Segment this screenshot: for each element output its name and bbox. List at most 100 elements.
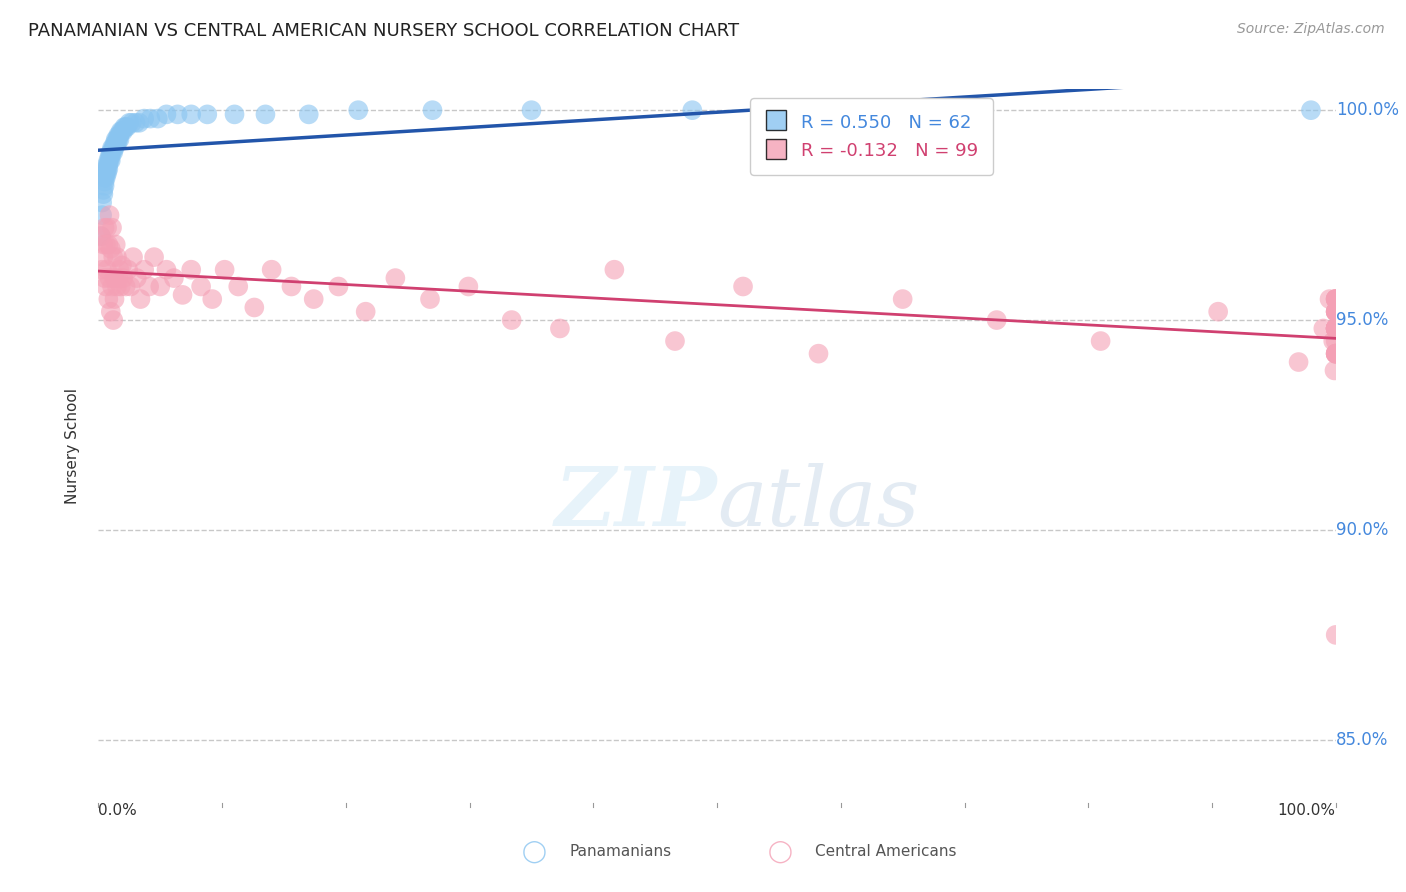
- Point: [96, 220, 118, 235]
- Legend: R = 0.550   N = 62, R = -0.132   N = 99: R = 0.550 N = 62, R = -0.132 N = 99: [751, 98, 993, 175]
- Text: atlas: atlas: [717, 463, 920, 543]
- Point: [254, 107, 277, 121]
- Point: [90, 229, 112, 244]
- Point: [108, 128, 131, 143]
- Point: [100, 242, 122, 256]
- Point: [214, 262, 236, 277]
- Point: [94, 161, 117, 176]
- Text: Source: ZipAtlas.com: Source: ZipAtlas.com: [1237, 22, 1385, 37]
- Point: [1324, 292, 1347, 306]
- Point: [90, 229, 112, 244]
- Point: [163, 271, 186, 285]
- Point: [93, 187, 115, 202]
- Point: [195, 107, 218, 121]
- Point: [98, 153, 121, 168]
- Point: [1324, 321, 1347, 335]
- Point: [1324, 304, 1347, 318]
- Point: [103, 145, 125, 160]
- Point: [96, 161, 118, 176]
- Point: [1319, 292, 1341, 306]
- Point: [101, 145, 124, 160]
- Point: [1324, 292, 1347, 306]
- Point: [93, 183, 115, 197]
- Point: [108, 262, 131, 277]
- Point: [103, 250, 125, 264]
- Point: [681, 103, 703, 118]
- Point: [103, 292, 125, 306]
- Point: [97, 237, 120, 252]
- Point: [1288, 355, 1310, 369]
- Point: [1324, 321, 1347, 335]
- Point: [101, 141, 124, 155]
- Text: Panamanians: Panamanians: [569, 845, 672, 859]
- Point: [105, 136, 128, 151]
- Text: 100.0%: 100.0%: [1278, 803, 1336, 818]
- Point: [1324, 304, 1347, 318]
- Point: [1299, 103, 1322, 118]
- Point: [143, 250, 166, 264]
- Point: [1324, 304, 1347, 318]
- Text: 90.0%: 90.0%: [1336, 521, 1388, 539]
- Point: [1090, 334, 1112, 348]
- Point: [457, 279, 479, 293]
- Point: [120, 279, 142, 293]
- Point: [1324, 628, 1347, 642]
- Point: [111, 259, 134, 273]
- Text: 85.0%: 85.0%: [1336, 731, 1388, 749]
- Point: [328, 279, 350, 293]
- Point: [1324, 334, 1347, 348]
- Point: [891, 292, 914, 306]
- Point: [104, 237, 127, 252]
- Point: [100, 153, 122, 168]
- Y-axis label: Nursery School: Nursery School: [65, 388, 80, 504]
- Point: [107, 128, 129, 143]
- Point: [260, 262, 283, 277]
- Point: [807, 346, 830, 360]
- Point: [96, 158, 118, 172]
- Point: [103, 271, 125, 285]
- Point: [97, 161, 120, 176]
- Point: [138, 279, 160, 293]
- Point: [302, 292, 325, 306]
- Point: [97, 153, 120, 168]
- Point: [91, 262, 114, 277]
- Point: [103, 141, 125, 155]
- Point: [100, 145, 122, 160]
- Text: 0.0%: 0.0%: [98, 803, 138, 818]
- Point: [501, 313, 523, 327]
- Point: [104, 132, 127, 146]
- Point: [107, 271, 129, 285]
- Point: [103, 141, 125, 155]
- Point: [108, 132, 131, 146]
- Point: [121, 116, 143, 130]
- Point: [1324, 346, 1347, 360]
- Point: [100, 304, 122, 318]
- Point: [419, 292, 441, 306]
- Point: [93, 271, 115, 285]
- Point: [603, 262, 626, 277]
- Point: [1324, 321, 1347, 335]
- Point: [280, 279, 302, 293]
- Point: [354, 304, 377, 318]
- Point: [731, 279, 754, 293]
- Point: [1324, 292, 1347, 306]
- Point: [112, 124, 135, 138]
- Point: [1324, 304, 1347, 318]
- Point: [422, 103, 444, 118]
- Point: [384, 271, 406, 285]
- Point: [1324, 321, 1347, 335]
- Point: [243, 301, 266, 315]
- Point: [146, 112, 169, 126]
- Point: [155, 107, 177, 121]
- Point: [149, 279, 172, 293]
- Point: [117, 262, 139, 277]
- Point: [110, 124, 132, 138]
- Point: [1206, 304, 1229, 318]
- Point: [94, 166, 117, 180]
- Point: [1324, 321, 1347, 335]
- Point: [97, 158, 120, 172]
- Point: [125, 271, 148, 285]
- Point: [134, 262, 156, 277]
- Point: [201, 292, 224, 306]
- Point: [93, 178, 115, 193]
